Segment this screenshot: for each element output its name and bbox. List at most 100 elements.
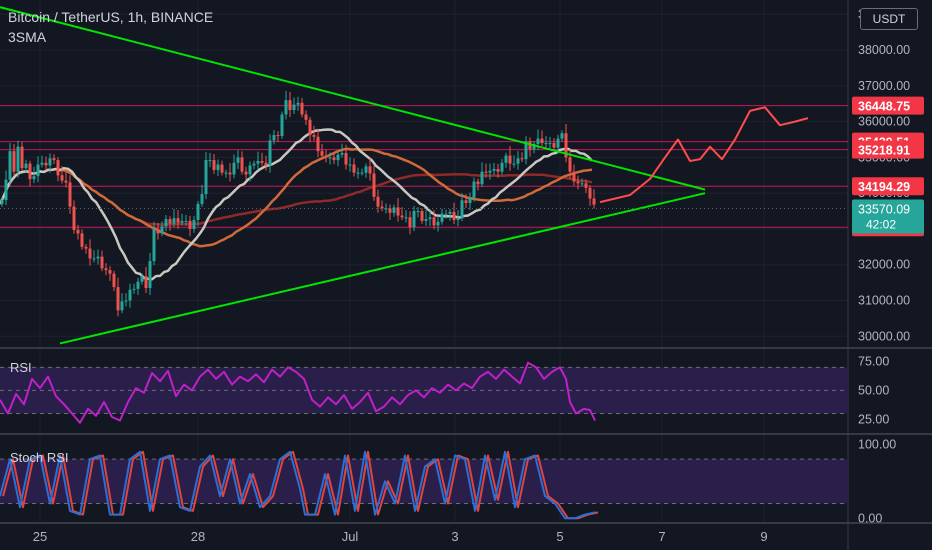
candle-body [376, 196, 380, 207]
candle-body [448, 211, 452, 214]
candle-body [184, 220, 188, 222]
candle-body [508, 155, 512, 164]
candle-body [84, 246, 88, 249]
rsi-pane-label: RSI [10, 360, 32, 375]
candle-body [152, 228, 156, 262]
time-tick-label: 3 [451, 529, 458, 544]
level-tag-label: 35218.91 [858, 144, 910, 158]
candle-body [324, 155, 328, 158]
candle-body [496, 169, 500, 172]
candle-body [8, 151, 12, 180]
candle-body [292, 104, 296, 111]
candle-body [432, 217, 436, 226]
candle-body [188, 220, 192, 229]
candle-body [484, 171, 488, 173]
candle-body [588, 187, 592, 199]
candle-body [412, 211, 416, 228]
candle-body [68, 182, 72, 207]
candle-body [20, 146, 24, 169]
currency-selector[interactable]: USDT [860, 8, 918, 30]
candle-body [36, 164, 40, 177]
candle-body [544, 143, 548, 145]
candle-body [140, 276, 144, 282]
candle-body [512, 163, 516, 165]
candle-body [64, 180, 68, 183]
rsi-tick-label: 25.00 [858, 412, 889, 426]
price-tick-label: 37000.00 [858, 79, 910, 93]
candle-body [112, 273, 116, 288]
candles [0, 90, 596, 317]
candle-body [380, 206, 384, 209]
candle-body [300, 102, 304, 115]
candle-body [56, 160, 60, 176]
candle-body [460, 200, 464, 219]
candle-body [584, 183, 588, 188]
candle-body [104, 268, 108, 271]
candle-body [504, 155, 508, 163]
time-tick-label: 9 [760, 529, 767, 544]
candle-body [136, 281, 140, 289]
candle-body [204, 160, 208, 195]
candle-body [200, 194, 204, 204]
candle-body [232, 162, 236, 175]
sma-mid-line [0, 147, 593, 248]
candle-body [304, 114, 308, 120]
candle-body [536, 138, 540, 144]
stoch-pane-label: Stoch RSI [10, 450, 69, 465]
candle-body [80, 233, 84, 247]
candle-body [428, 217, 432, 220]
candle-body [88, 248, 92, 259]
candle-body [492, 169, 496, 171]
candle-body [388, 208, 392, 213]
candle-body [208, 160, 212, 162]
candle-body [556, 138, 560, 148]
rsi-tick-label: 75.00 [858, 355, 889, 369]
candle-body [392, 207, 396, 213]
trendline [0, 6, 706, 191]
sma-short-line [0, 128, 593, 281]
candle-body [108, 270, 112, 274]
candle-body [148, 261, 152, 288]
price-tick-label: 36000.00 [858, 115, 910, 129]
candle-body [72, 206, 76, 230]
candle-body [264, 162, 268, 166]
candle-body [272, 135, 276, 141]
candle-body [532, 143, 536, 150]
symbol-title: Bitcoin / TetherUS, 1h, BINANCE [8, 9, 214, 25]
candle-body [212, 160, 216, 170]
time-tick-label: 5 [556, 529, 563, 544]
candle-body [276, 135, 280, 137]
candle-body [396, 207, 400, 216]
last-price-label: 33570.09 [858, 203, 910, 217]
candle-body [464, 200, 468, 204]
candle-body [168, 219, 172, 224]
countdown-label: 42:02 [866, 218, 896, 232]
price-tick-label: 32000.00 [858, 258, 910, 272]
time-tick-label: 7 [658, 529, 665, 544]
candle-body [592, 198, 596, 205]
candle-body [28, 163, 32, 180]
candle-body [248, 165, 252, 175]
candle-body [156, 228, 160, 234]
price-tick-label: 38000.00 [858, 43, 910, 57]
candle-body [0, 200, 4, 204]
rsi-line [0, 361, 596, 424]
candle-body [144, 276, 148, 288]
candle-body [340, 152, 344, 155]
candle-body [364, 166, 368, 173]
candle-body [180, 220, 184, 223]
candle-body [348, 164, 352, 166]
candle-body [444, 213, 448, 215]
stoch-tick-label: 100.00 [858, 437, 896, 451]
candle-body [316, 136, 320, 152]
candle-body [360, 172, 364, 174]
candle-body [256, 160, 260, 164]
candle-body [404, 217, 408, 219]
candle-body [40, 162, 44, 165]
candle-body [240, 157, 244, 172]
candle-body [372, 173, 376, 197]
candle-body [284, 100, 288, 115]
candle-body [320, 151, 324, 156]
candle-body [52, 158, 56, 161]
